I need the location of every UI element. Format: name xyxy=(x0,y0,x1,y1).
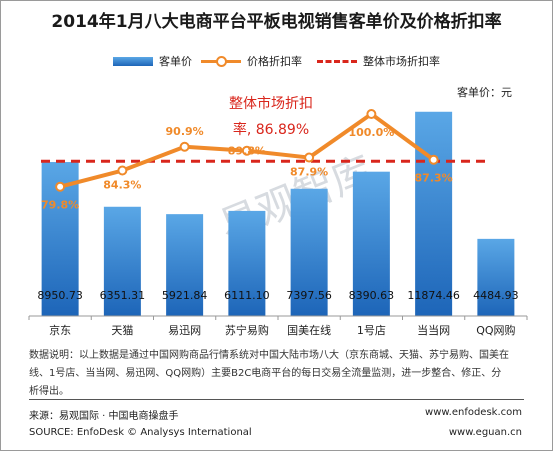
legend-item-dash: 整体市场折扣率 xyxy=(317,53,440,69)
legend: 客单价 价格折扣率 整体市场折扣率 xyxy=(1,53,552,69)
footer-divider xyxy=(29,399,524,400)
discount-point xyxy=(241,145,252,156)
bar-value-label: 6351.31 xyxy=(100,289,146,302)
bar xyxy=(290,188,328,316)
x-tick-label: QQ网购 xyxy=(476,323,515,337)
avg-label-line2: 率, 86.89% xyxy=(232,122,310,138)
discount-point xyxy=(117,165,128,176)
bar-value-label: 7397.56 xyxy=(286,289,332,302)
discount-label: 87.3% xyxy=(415,172,453,185)
source-left-1: 来源：易观国际 · 中国电商操盘手 xyxy=(29,411,179,422)
source-right-1: www.enfodesk.com xyxy=(425,407,522,418)
legend-bar-label: 客单价 xyxy=(159,55,192,68)
discount-label: 84.3% xyxy=(103,179,141,192)
bar xyxy=(166,214,204,316)
bar-value-label: 5921.84 xyxy=(162,289,208,302)
x-tick-label: 苏宁易购 xyxy=(225,323,269,337)
discount-point xyxy=(304,152,315,163)
x-tick-label: 1号店 xyxy=(357,323,386,337)
legend-item-bar: 客单价 xyxy=(113,53,192,69)
source-right-2: www.eguan.cn xyxy=(448,427,522,438)
chart-title: 2014年1月八大电商平台平板电视销售客单价及价格折扣率 xyxy=(51,12,502,32)
x-tick-label: 国美在线 xyxy=(287,323,331,337)
legend-line-label: 价格折扣率 xyxy=(247,55,302,68)
legend-dash-label: 整体市场折扣率 xyxy=(363,55,440,68)
legend-bar-swatch xyxy=(113,56,153,66)
discount-label: 89.8% xyxy=(228,145,266,158)
bar-value-label: 8950.73 xyxy=(37,289,83,302)
source-left-2: SOURCE: EnfoDesk © Analysys Internationa… xyxy=(29,427,252,438)
legend-item-line: 价格折扣率 xyxy=(201,53,302,69)
unit-label: 客单价：元 xyxy=(457,86,512,99)
avg-label-line1: 整体市场折扣 xyxy=(229,96,313,112)
legend-dash-swatch xyxy=(317,59,357,63)
discount-point xyxy=(55,181,66,192)
chart-plot: 易观智库 79.8%84.3%90.9%89.8%87.9%100.0%87.3… xyxy=(28,109,528,337)
discount-point xyxy=(366,109,377,119)
bar-value-label: 6111.10 xyxy=(224,289,270,302)
bar-value-label: 8390.63 xyxy=(349,289,395,302)
bar-value-label: 4484.93 xyxy=(473,289,519,302)
discount-label: 79.8% xyxy=(41,199,79,212)
bar xyxy=(477,238,515,316)
x-tick-label: 易迅网 xyxy=(168,324,201,337)
x-tick-label: 京东 xyxy=(49,323,71,337)
discount-point xyxy=(428,154,439,165)
bar xyxy=(228,210,266,316)
discount-label: 90.9% xyxy=(166,125,204,138)
bar xyxy=(415,111,453,317)
bar xyxy=(352,171,390,316)
bar-value-label: 11874.46 xyxy=(407,289,460,302)
bar xyxy=(103,206,141,316)
x-tick-label: 当当网 xyxy=(417,323,450,337)
legend-line-swatch xyxy=(201,55,241,67)
discount-label: 100.0% xyxy=(348,126,394,139)
discount-point xyxy=(179,141,190,152)
x-tick-label: 天猫 xyxy=(111,324,133,337)
discount-label: 87.9% xyxy=(290,166,328,179)
data-note: 数据说明：以上数据是通过中国网购商品行情系统对中国大陆市场八大（京东商城、天猫、… xyxy=(29,350,509,397)
